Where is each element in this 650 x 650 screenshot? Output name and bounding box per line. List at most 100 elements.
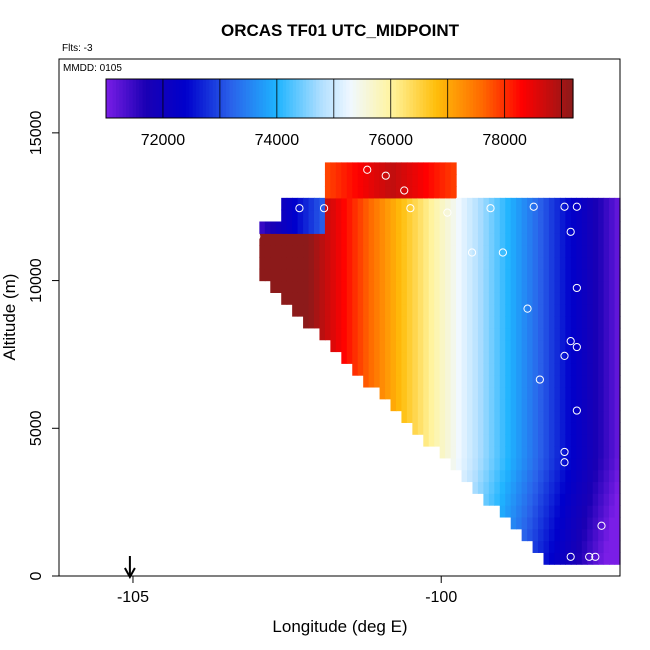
heatmap-cell — [401, 245, 408, 258]
heatmap-cell — [488, 233, 495, 246]
heatmap-cell — [609, 552, 616, 565]
heatmap-cell — [516, 363, 523, 376]
heatmap-cell — [472, 351, 479, 364]
heatmap-cell — [286, 280, 293, 293]
flights-label: Flts: -3 — [62, 43, 93, 54]
heatmap-cell — [341, 304, 348, 317]
heatmap-cell — [510, 363, 517, 376]
heatmap-cell — [494, 375, 501, 388]
heatmap-cell — [395, 186, 403, 199]
y-tick-label: 15000 — [28, 111, 45, 156]
heatmap-cell — [570, 245, 577, 258]
heatmap-cell — [477, 339, 484, 353]
heatmap-cell — [330, 256, 337, 270]
heatmap-cell — [592, 280, 599, 293]
colorbar-segment — [236, 79, 241, 118]
heatmap-cell — [395, 245, 403, 258]
colorbar-segment — [226, 79, 231, 118]
heatmap-cell — [527, 256, 534, 270]
heatmap-cell — [521, 375, 528, 388]
heatmap-cell — [592, 221, 599, 234]
heatmap-cell — [330, 186, 337, 199]
heatmap-cell — [385, 221, 392, 234]
heatmap-cell — [423, 197, 430, 211]
heatmap-cell — [483, 481, 490, 494]
heatmap-cell — [270, 256, 277, 270]
heatmap-cell — [303, 268, 310, 282]
heatmap-cell — [527, 493, 534, 506]
heatmap-cell — [565, 386, 572, 400]
heatmap-cell — [406, 398, 413, 412]
heatmap-cell — [292, 304, 299, 317]
heatmap-cell — [303, 280, 310, 293]
heatmap-cell — [521, 386, 528, 400]
heatmap-cell — [499, 493, 506, 506]
heatmap-cell — [385, 292, 392, 305]
heatmap-cell — [614, 245, 621, 258]
heatmap-cell — [538, 292, 545, 305]
heatmap-cell — [428, 304, 435, 317]
heatmap-cell — [450, 292, 457, 305]
heatmap-cell — [510, 339, 517, 353]
heatmap-cell — [609, 481, 616, 494]
heatmap-cell — [609, 363, 616, 376]
heatmap-cell — [543, 481, 550, 494]
heatmap-cell — [439, 386, 446, 400]
colorbar-segment — [129, 79, 134, 118]
heatmap-cell — [538, 540, 545, 553]
heatmap-cell — [570, 457, 577, 471]
colorbar-segment — [206, 79, 211, 118]
colorbar-segment — [459, 79, 464, 118]
heatmap-cell — [374, 174, 381, 187]
heatmap-cell — [570, 316, 577, 329]
heatmap-cell — [461, 375, 468, 388]
heatmap-cell — [477, 209, 484, 223]
heatmap-cell — [412, 174, 419, 187]
heatmap-cell — [308, 256, 315, 270]
heatmap-cell — [412, 186, 419, 199]
heatmap-cell — [270, 268, 277, 282]
heatmap-cell — [428, 221, 435, 234]
colorbar-segment — [186, 79, 190, 118]
heatmap-cell — [609, 398, 616, 412]
heatmap-cell — [363, 268, 370, 282]
heatmap-cell — [592, 327, 599, 341]
colorbar-segment — [469, 79, 474, 118]
colorbar-segment — [432, 79, 437, 118]
y-tick-label: 10000 — [28, 258, 45, 303]
heatmap-cell — [538, 316, 545, 329]
heatmap-cell — [477, 256, 484, 270]
heatmap-cell — [488, 363, 495, 376]
heatmap-cell — [275, 233, 282, 246]
heatmap-cell — [521, 434, 528, 447]
heatmap-cell — [538, 446, 545, 459]
heatmap-cell — [286, 221, 293, 234]
heatmap-cell — [385, 245, 392, 258]
heatmap-cell — [297, 268, 304, 282]
heatmap-cell — [587, 256, 594, 270]
heatmap-cell — [450, 280, 457, 293]
heatmap-cell — [341, 162, 348, 175]
heatmap-cell — [461, 304, 468, 317]
heatmap-cell — [395, 327, 403, 341]
heatmap-cell — [379, 174, 386, 187]
colorbar-segment — [476, 79, 481, 118]
heatmap-cell — [559, 434, 566, 447]
heatmap-cell — [499, 434, 506, 447]
heatmap-cell — [439, 446, 446, 459]
x-axis-label: Longitude (deg E) — [272, 617, 407, 636]
heatmap-cell — [548, 327, 556, 341]
heatmap-cell — [488, 292, 495, 305]
heatmap-cell — [516, 398, 523, 412]
heatmap-cell — [516, 410, 523, 423]
heatmap-cell — [559, 552, 566, 565]
heatmap-cell — [472, 434, 479, 447]
heatmap-cell — [543, 540, 550, 553]
heatmap-cell — [363, 197, 370, 211]
heatmap-cell — [527, 292, 534, 305]
heatmap-cell — [385, 268, 392, 282]
colorbar-segment — [509, 79, 514, 118]
heatmap-cell — [587, 245, 594, 258]
colorbar-segment — [319, 79, 324, 118]
heatmap-cell — [532, 375, 539, 388]
